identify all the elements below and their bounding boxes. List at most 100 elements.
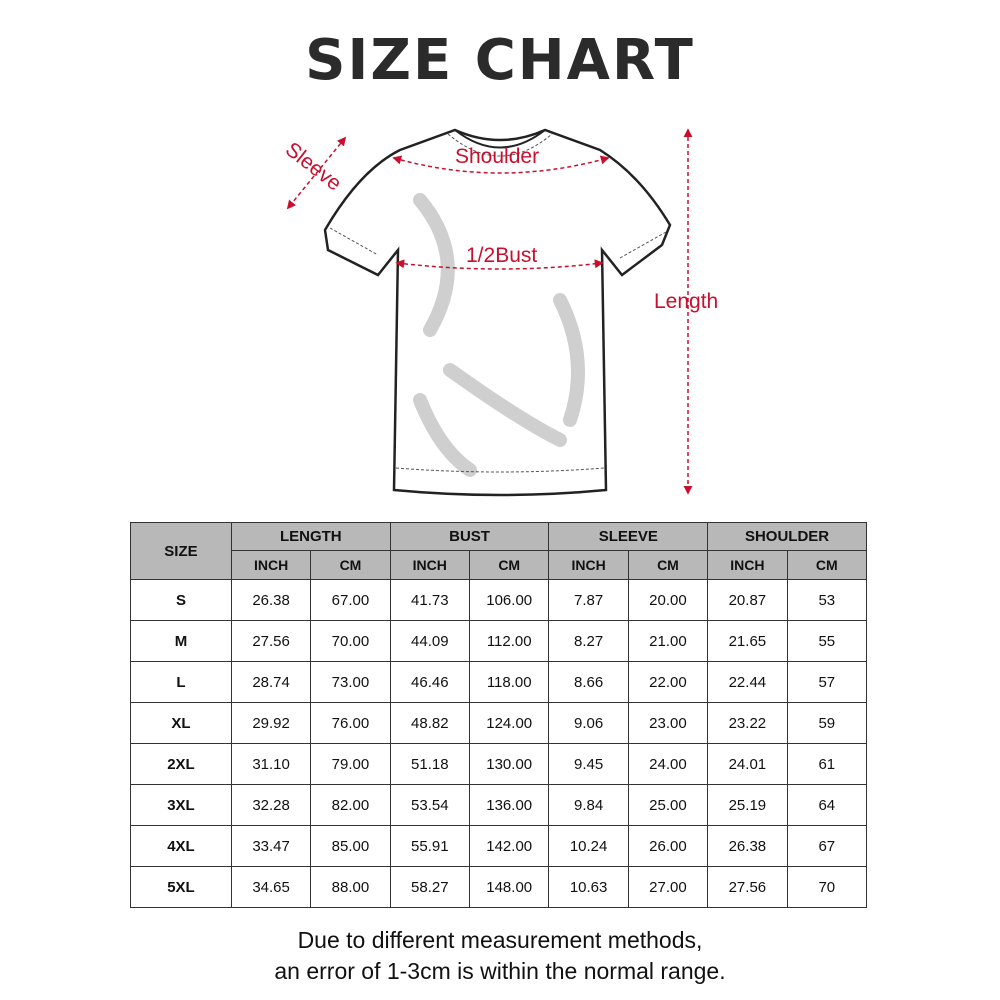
size-cell: L [130,661,232,703]
table-row: 3XL 32.28 82.00 53.54 136.00 9.84 25.00 25.19 64 [130,784,868,826]
value-cell: 76.00 [310,702,391,744]
size-cell: M [130,620,232,662]
value-cell: 21.65 [707,620,788,662]
size-cell: 4XL [130,825,232,867]
value-cell: 10.24 [548,825,629,867]
value-cell: 53.54 [389,784,470,826]
value-cell: 51.18 [389,743,470,785]
size-header: SIZE [130,522,232,580]
value-cell: 8.27 [548,620,629,662]
value-cell: 67.00 [310,579,391,621]
measurement-note: Due to different measurement methods, an… [0,925,1000,987]
value-cell: 29.92 [230,702,312,744]
value-cell: 22.00 [627,661,709,703]
value-cell: 26.38 [230,579,312,621]
group-header-shoulder: SHOULDER [707,522,867,551]
note-line: an error of 1-3cm is within the normal r… [274,958,726,984]
value-cell: 79.00 [310,743,391,785]
size-cell: 2XL [130,743,232,785]
table-row: M 27.56 70.00 44.09 112.00 8.27 21.00 21.65 55 [130,620,868,662]
unit-header: CM [468,550,550,580]
table-row: XL 29.92 76.00 48.82 124.00 9.06 23.00 23.22 59 [130,702,868,744]
value-cell: 9.45 [548,743,629,785]
value-cell: 34.65 [230,866,312,908]
group-header-sleeve: SLEEVE [548,522,709,551]
size-cell: 5XL [130,866,232,908]
size-cell: XL [130,702,232,744]
value-cell: 48.82 [389,702,470,744]
unit-header: CM [786,550,868,580]
value-cell: 88.00 [310,866,391,908]
sleeve-label: Sleeve [281,138,346,196]
value-cell: 148.00 [468,866,550,908]
value-cell: 20.00 [627,579,709,621]
table-row: 4XL 33.47 85.00 55.91 142.00 10.24 26.00 26.38 6… [130,825,868,867]
size-cell: S [130,579,232,621]
value-cell: 124.00 [468,702,550,744]
value-cell: 57 [786,661,868,703]
value-cell: 46.46 [389,661,470,703]
unit-header: INCH [548,550,629,580]
note-line: Due to different measurement methods, [297,927,703,953]
value-cell: 136.00 [468,784,550,826]
value-cell: 26.38 [707,825,788,867]
value-cell: 33.47 [230,825,312,867]
value-cell: 9.84 [548,784,629,826]
page-title: SIZE CHART [305,28,695,93]
value-cell: 27.56 [707,866,788,908]
table-row: 2XL 31.10 79.00 51.18 130.00 9.45 24.00 24.01 61 [130,743,868,785]
value-cell: 67 [786,825,868,867]
table-row: S 26.38 67.00 41.73 106.00 7.87 20.00 20.87 53 [130,579,868,621]
table-row: L 28.74 73.00 46.46 118.00 8.66 22.00 22.44 57 [130,661,868,703]
value-cell: 32.28 [230,784,312,826]
value-cell: 27.56 [230,620,312,662]
value-cell: 26.00 [627,825,709,867]
group-header-bust: BUST [389,522,550,551]
table-row: 5XL 34.65 88.00 58.27 148.00 10.63 27.00 27.56 7… [130,866,868,908]
group-header-length: LENGTH [230,522,391,551]
value-cell: 23.00 [627,702,709,744]
value-cell: 130.00 [468,743,550,785]
value-cell: 8.66 [548,661,629,703]
value-cell: 25.19 [707,784,788,826]
value-cell: 41.73 [389,579,470,621]
value-cell: 7.87 [548,579,629,621]
value-cell: 106.00 [468,579,550,621]
value-cell: 61 [786,743,868,785]
value-cell: 55 [786,620,868,662]
tshirt-outline [323,128,672,497]
shoulder-label: Shoulder [455,145,539,168]
value-cell: 31.10 [230,743,312,785]
unit-header: INCH [230,550,312,580]
unit-header: INCH [707,550,788,580]
value-cell: 22.44 [707,661,788,703]
value-cell: 82.00 [310,784,391,826]
value-cell: 58.27 [389,866,470,908]
value-cell: 23.22 [707,702,788,744]
value-cell: 70 [786,866,868,908]
length-label: Length [654,290,718,313]
value-cell: 64 [786,784,868,826]
value-cell: 55.91 [389,825,470,867]
sleeve-arrow [286,136,347,210]
value-cell: 53 [786,579,868,621]
value-cell: 21.00 [627,620,709,662]
value-cell: 25.00 [627,784,709,826]
value-cell: 118.00 [468,661,550,703]
value-cell: 142.00 [468,825,550,867]
value-cell: 85.00 [310,825,391,867]
value-cell: 10.63 [548,866,629,908]
value-cell: 28.74 [230,661,312,703]
size-table: SIZE LENGTH BUST SLEEVE SHOULDER INCH CM I… [130,522,868,908]
value-cell: 70.00 [310,620,391,662]
value-cell: 112.00 [468,620,550,662]
value-cell: 59 [786,702,868,744]
bust-label: 1/2Bust [466,244,537,267]
value-cell: 73.00 [310,661,391,703]
unit-header: CM [627,550,709,580]
shoulder-arrow [392,155,610,174]
value-cell: 24.00 [627,743,709,785]
value-cell: 27.00 [627,866,709,908]
unit-header: INCH [389,550,470,580]
unit-header: CM [310,550,391,580]
